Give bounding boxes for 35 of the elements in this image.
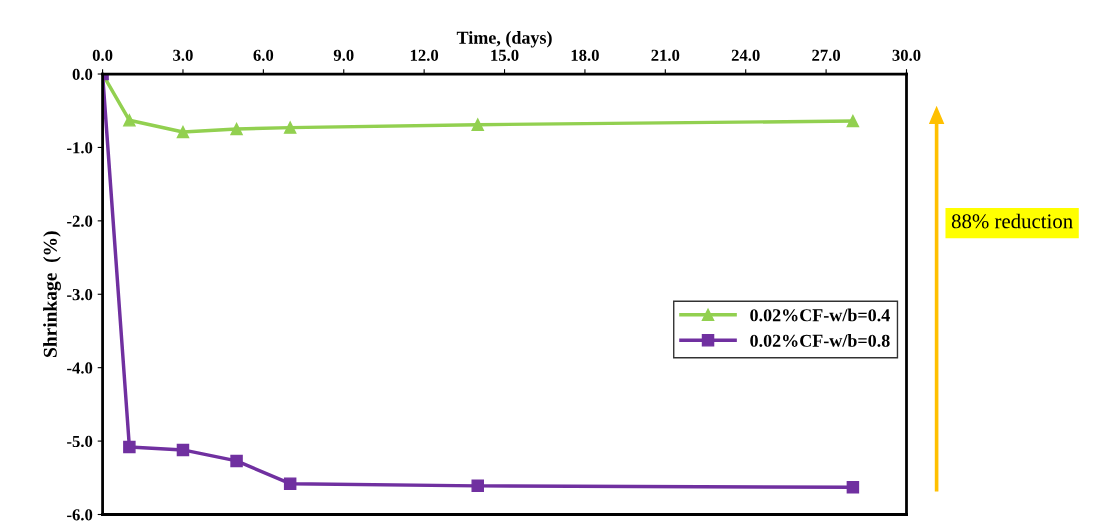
point [283, 121, 297, 134]
x-tick-label: 6.0 [253, 49, 274, 61]
y-axis-title: Shrinkage (%) [43, 231, 61, 357]
point [230, 454, 243, 468]
x-tick-label: 27.0 [812, 49, 841, 61]
x-tick-label: 15.0 [491, 49, 519, 61]
legend-label: 0.02%CF-w/b=0.8 [750, 334, 890, 347]
x-tick-label: 0.0 [92, 49, 113, 61]
point [230, 122, 243, 136]
point [471, 118, 484, 131]
y-tick-label: 0.0 [72, 68, 93, 81]
x-tick-label: 9.0 [333, 49, 354, 61]
x-axis-title: Time, (days) [456, 31, 552, 48]
point [283, 477, 297, 490]
y-tick-label: -3.0 [67, 288, 93, 301]
y-tick-label: -5.0 [67, 435, 93, 448]
x-tick-label: 18.0 [571, 49, 599, 61]
legend-label: 0.02%CF-w/b=0.4 [750, 308, 890, 322]
point [123, 114, 136, 127]
point [176, 443, 190, 457]
text: 88% reduction [951, 213, 1073, 229]
point [846, 114, 860, 128]
y-tick-label: -4.0 [67, 362, 93, 374]
y-tick-label: -2.0 [67, 215, 93, 227]
y-tick-label: -1.0 [67, 142, 93, 154]
x-tick-label: 24.0 [731, 49, 760, 61]
point [846, 481, 860, 494]
x-tick-label: 12.0 [410, 49, 439, 61]
x-tick-label: 30.0 [892, 49, 921, 61]
x-tick-label: 21.0 [651, 49, 680, 61]
y-tick-label: -6.0 [67, 509, 93, 521]
point [176, 125, 190, 139]
x-tick-label: 3.0 [173, 49, 193, 61]
point [123, 440, 136, 454]
point [471, 479, 484, 493]
